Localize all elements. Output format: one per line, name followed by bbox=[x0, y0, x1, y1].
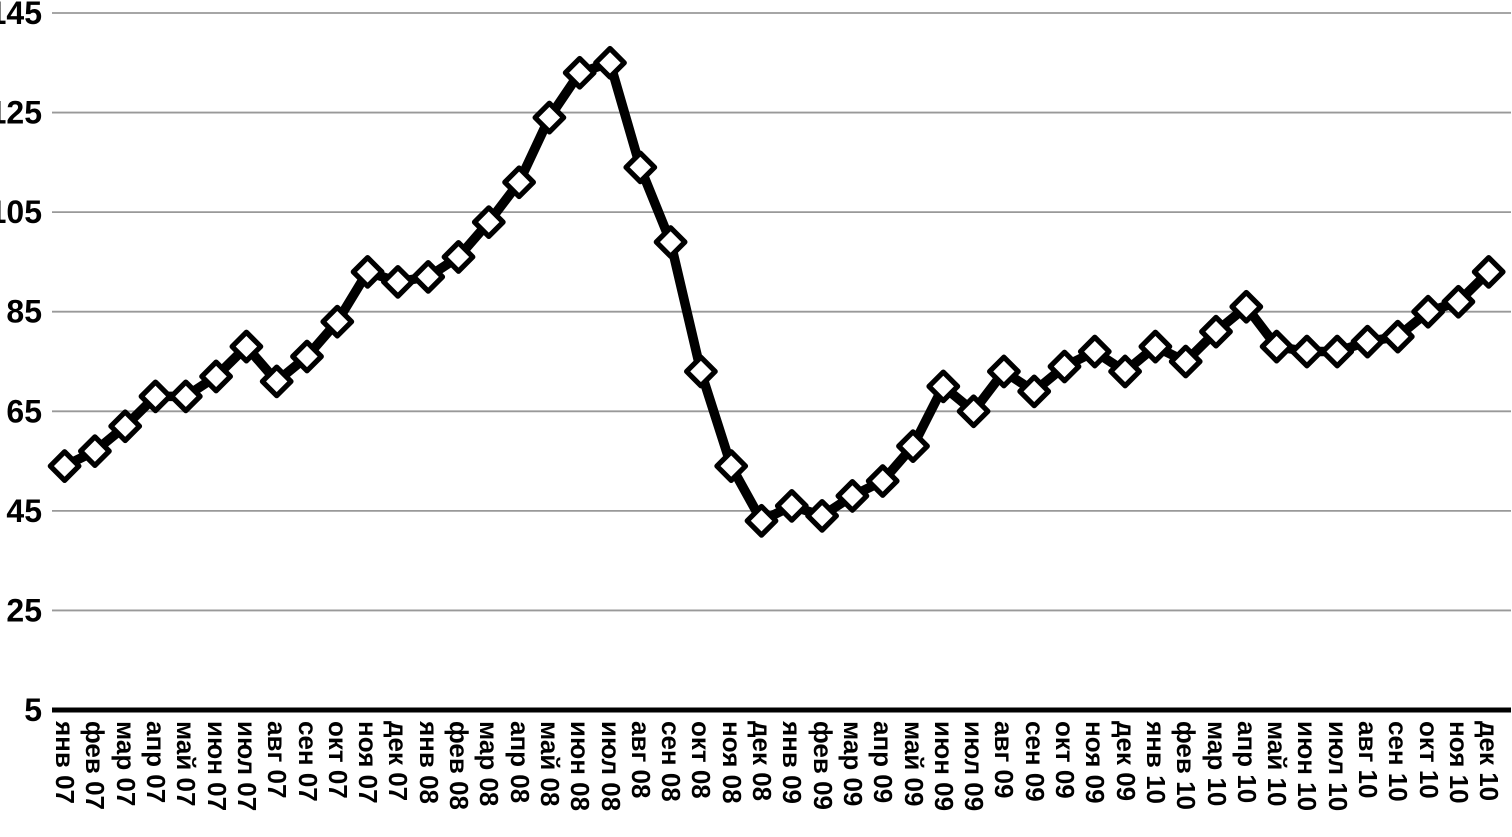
svg-text:85: 85 bbox=[6, 294, 42, 330]
svg-text:65: 65 bbox=[6, 393, 42, 429]
svg-text:45: 45 bbox=[6, 493, 42, 529]
svg-text:145: 145 bbox=[0, 0, 42, 31]
svg-text:105: 105 bbox=[0, 194, 42, 230]
svg-text:5: 5 bbox=[24, 692, 42, 728]
svg-text:25: 25 bbox=[6, 592, 42, 628]
svg-text:125: 125 bbox=[0, 95, 42, 131]
